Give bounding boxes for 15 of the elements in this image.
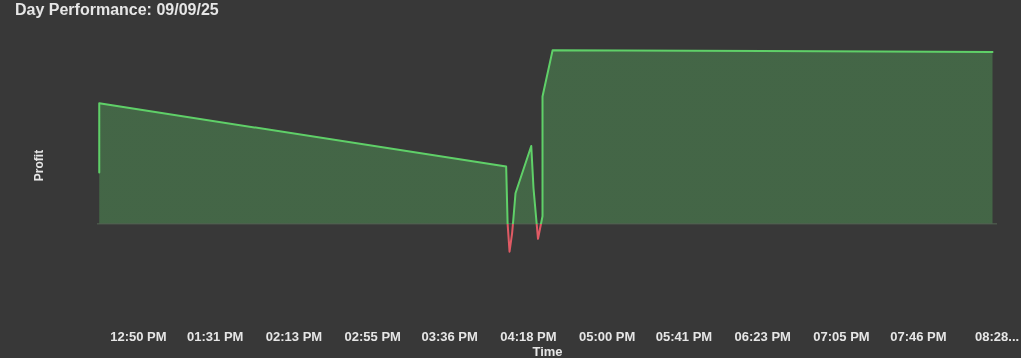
chart-title: Day Performance: 09/09/25 xyxy=(15,1,219,18)
x-tick-label: 01:31 PM xyxy=(187,328,244,344)
x-tick-label: 07:46 PM xyxy=(890,328,947,344)
x-tick-label: 03:36 PM xyxy=(421,328,478,344)
x-tick-label: 02:55 PM xyxy=(344,328,401,344)
x-tick-label: 06:23 PM xyxy=(734,328,791,344)
x-tick-label: 08:28... xyxy=(975,328,1020,344)
x-tick-label: 12:50 PM xyxy=(110,328,167,344)
x-axis-title: Time xyxy=(532,343,563,358)
x-tick-label: 02:13 PM xyxy=(265,328,323,344)
y-axis-title: Profit xyxy=(31,149,46,182)
x-tick-label: 05:00 PM xyxy=(578,328,636,344)
x-tick-label: 04:18 PM xyxy=(500,328,557,344)
x-tick-label: 05:41 PM xyxy=(655,328,713,344)
x-tick-label: 07:05 PM xyxy=(813,328,870,344)
